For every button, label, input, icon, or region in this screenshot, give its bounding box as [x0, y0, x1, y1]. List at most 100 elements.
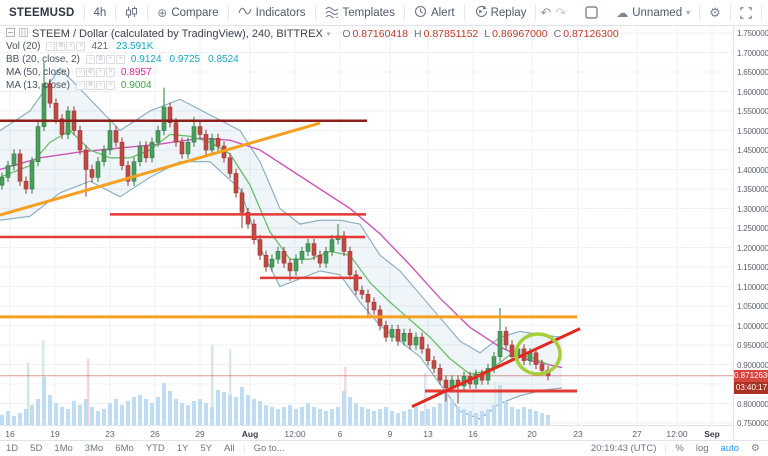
- close-icon[interactable]: ×: [105, 81, 115, 90]
- range-button-ytd[interactable]: YTD: [145, 443, 165, 454]
- time-axis-label: 9: [387, 429, 393, 439]
- highlight-circle[interactable]: [514, 332, 562, 376]
- interval-button[interactable]: 4h: [93, 6, 107, 19]
- indicator-label[interactable]: Vol (20): [6, 41, 41, 52]
- volume-bar: [540, 413, 544, 425]
- price-axis-label: 0.90000000: [737, 360, 768, 370]
- indicator-label[interactable]: BB (20, close, 2): [6, 54, 80, 65]
- range-button-1y[interactable]: 1Y: [176, 443, 189, 454]
- candle-body: [101, 149, 107, 162]
- candle-body: [173, 122, 179, 143]
- chart-legend: STEEM / Dollar (calculated by TradingVie…: [6, 28, 619, 92]
- volume-bar: [282, 407, 286, 425]
- gear-icon[interactable]: ⚙: [751, 443, 760, 454]
- range-button-1mo[interactable]: 1Mo: [54, 443, 73, 454]
- range-button-all[interactable]: All: [224, 443, 235, 454]
- indicator-row: MA (50, close) ○ ⚙ + × 0.8957: [6, 66, 619, 79]
- chart-area[interactable]: STEEM / Dollar (calculated by TradingVie…: [0, 26, 768, 440]
- price-chart-canvas[interactable]: [0, 26, 733, 425]
- gear-icon[interactable]: ⚙: [56, 42, 66, 51]
- chevron-down-icon[interactable]: ▾: [326, 31, 331, 38]
- ascending-trendline-orange[interactable]: [0, 121, 321, 217]
- range-button-6mo[interactable]: 6Mo: [115, 443, 134, 454]
- gear-icon[interactable]: ⚙: [85, 68, 95, 77]
- eye-icon[interactable]: ○: [75, 81, 85, 90]
- alert-button[interactable]: Alert: [405, 0, 464, 25]
- undo-button[interactable]: ↶: [540, 4, 552, 20]
- volume-bar: [432, 407, 436, 425]
- close-icon[interactable]: ×: [76, 42, 86, 51]
- chart-properties-button[interactable]: ⚙: [700, 0, 730, 25]
- collapse-icon[interactable]: [6, 28, 15, 40]
- eye-icon[interactable]: ○: [46, 42, 56, 51]
- log-scale-button[interactable]: log: [695, 443, 709, 454]
- volume-spike: [494, 381, 497, 425]
- eye-icon[interactable]: ○: [85, 55, 95, 64]
- candle-body: [443, 379, 449, 389]
- plus-icon[interactable]: +: [95, 81, 105, 90]
- close-icon[interactable]: ×: [105, 68, 115, 77]
- range-button-5y[interactable]: 5Y: [200, 443, 213, 454]
- percent-scale-button[interactable]: %: [675, 443, 684, 454]
- range-button-3mo[interactable]: 3Mo: [84, 443, 104, 454]
- volume-bar: [402, 411, 406, 425]
- replay-button[interactable]: Replay: [465, 0, 536, 25]
- gear-icon[interactable]: ⚙: [85, 81, 95, 90]
- compare-button[interactable]: ⊕ Compare: [157, 5, 219, 20]
- ascending-trendline-red[interactable]: [411, 327, 581, 408]
- indicator-value: 0.9124: [130, 54, 162, 65]
- range-button-1d[interactable]: 1D: [6, 443, 19, 454]
- goto-button[interactable]: Go to...: [253, 443, 285, 454]
- indicator-label[interactable]: MA (13, close): [6, 80, 70, 91]
- candle-body: [329, 239, 335, 252]
- snapshot-button[interactable]: [762, 0, 768, 25]
- volume-bar: [504, 401, 508, 425]
- bottom-toolbar: 1D 5D 1Mo 3Mo 6Mo YTD 1Y 5Y All Go to... 20:19:4…: [0, 440, 768, 456]
- candle-body: [0, 177, 5, 186]
- price-axis[interactable]: 1.75000000 1.70000000 1.65000000 1.60000000…: [733, 26, 768, 440]
- candle-body: [41, 83, 47, 127]
- candle-body: [119, 141, 125, 166]
- volume-bar: [270, 407, 274, 425]
- candle-body: [155, 130, 161, 143]
- indicators-button[interactable]: Indicators: [229, 0, 315, 25]
- cloud-icon: ☁: [616, 5, 629, 20]
- eye-icon[interactable]: ○: [75, 68, 85, 77]
- volume-bar: [120, 405, 124, 425]
- indicator-label[interactable]: MA (50, close): [6, 67, 70, 78]
- volume-bar: [126, 401, 130, 425]
- symbol-description[interactable]: STEEM / Dollar (calculated by TradingVie…: [32, 28, 323, 40]
- volume-bar: [294, 409, 298, 425]
- toolbar-divider: [403, 4, 405, 21]
- volume-bar: [300, 407, 304, 425]
- close-icon[interactable]: ×: [115, 55, 125, 64]
- symbol-button[interactable]: STEEMUSD: [9, 6, 75, 19]
- volume-bar: [450, 399, 454, 425]
- candle-body: [95, 161, 101, 178]
- time-axis-label: Sep: [704, 429, 720, 439]
- fullscreen-button[interactable]: [731, 0, 761, 25]
- plus-icon[interactable]: +: [95, 68, 105, 77]
- volume-bar: [12, 416, 16, 425]
- volume-bar: [246, 395, 250, 425]
- volume-bar: [216, 390, 220, 425]
- candle-body: [107, 130, 113, 151]
- candle-body: [65, 110, 71, 135]
- gear-icon[interactable]: ⚙: [95, 55, 105, 64]
- layout-button[interactable]: [576, 0, 607, 25]
- auto-scale-button[interactable]: auto: [720, 443, 740, 454]
- clock-utc[interactable]: 20:19:43 (UTC): [590, 443, 657, 454]
- range-button-5d[interactable]: 5D: [30, 443, 43, 454]
- price-axis-label: 1.50000000: [737, 126, 768, 136]
- candle-body: [407, 332, 413, 346]
- time-axis[interactable]: 16 19 23 26 29 Aug 12:00 6 9 13 16 20 23 27 12:00 Sep: [0, 425, 733, 440]
- toolbar-divider: [535, 4, 537, 21]
- templates-button[interactable]: Templates: [316, 0, 404, 25]
- chart-style-button[interactable]: [116, 0, 147, 25]
- time-axis-label: 20: [527, 429, 537, 439]
- price-axis-label: 1.20000000: [737, 243, 768, 253]
- save-layout-button[interactable]: ☁ Unnamed ▾: [616, 5, 691, 20]
- plus-icon[interactable]: +: [105, 55, 115, 64]
- plus-icon[interactable]: +: [66, 42, 76, 51]
- volume-bar: [162, 383, 166, 425]
